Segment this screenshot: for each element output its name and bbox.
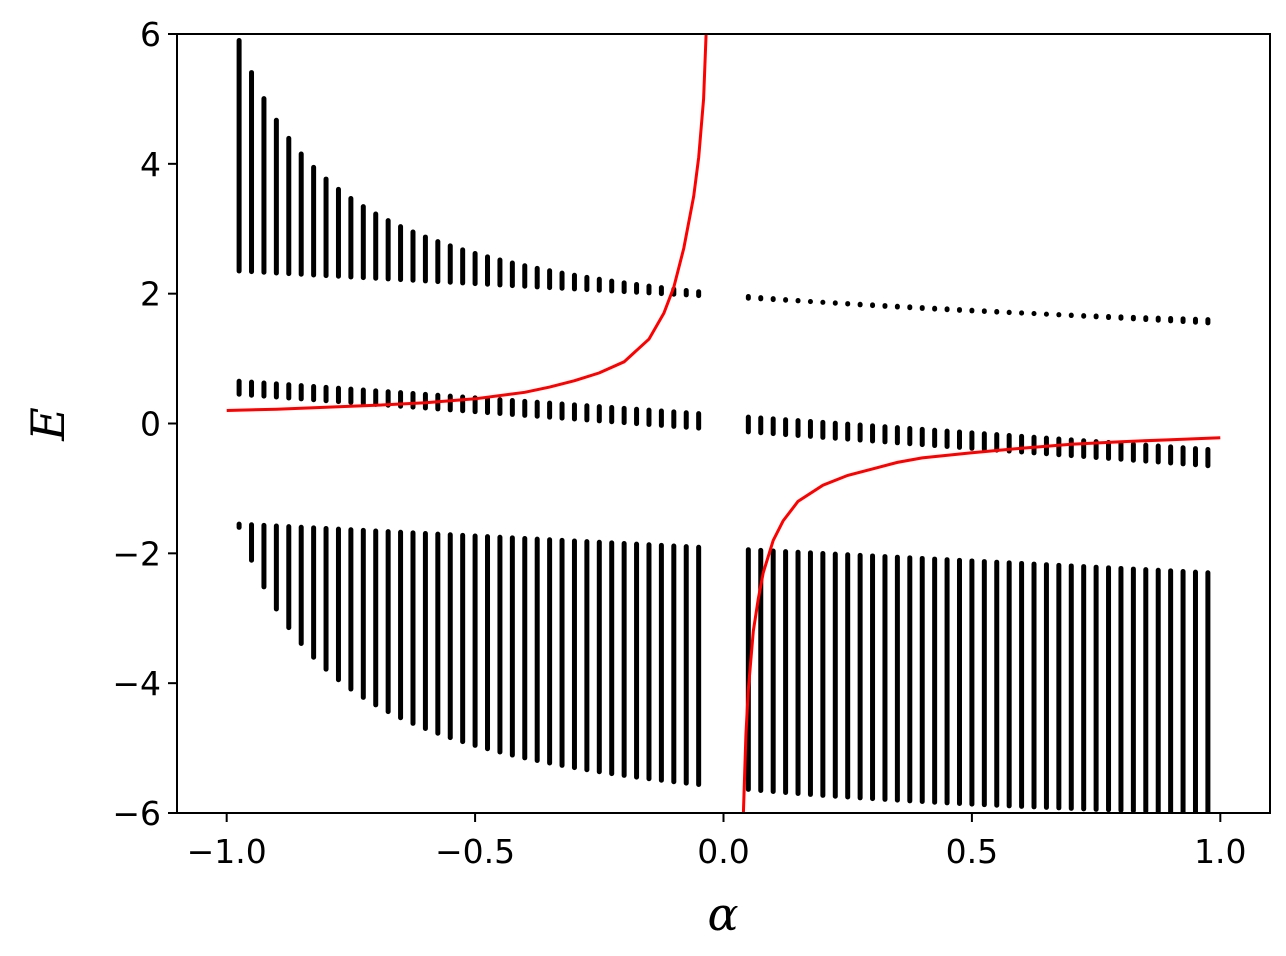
y-tick-label: 0: [140, 405, 161, 444]
red-curve-2: [741, 436, 1221, 813]
y-tick-label: 2: [140, 275, 161, 314]
y-tick-label: 4: [140, 145, 161, 184]
red-curve-1: [226, 34, 708, 412]
x-axis: −1.0 −0.5 0.0 0.5 1.0: [187, 813, 1247, 871]
y-tick-label: −6: [112, 794, 161, 833]
y-tick-label: −4: [112, 664, 161, 703]
y-axis-label: E: [21, 407, 75, 442]
x-tick-label: 0.5: [946, 832, 998, 871]
y-axis: −6 −4 −2 0 2 4 6: [112, 15, 177, 833]
y-tick-label: 6: [140, 15, 161, 54]
plot-area: [226, 34, 1221, 813]
x-tick-label: −1.0: [187, 832, 267, 871]
x-axis-label: α: [707, 887, 738, 941]
spectrum-bands: [236, 37, 1211, 813]
x-tick-label: 1.0: [1194, 832, 1246, 871]
x-tick-label: −0.5: [435, 832, 515, 871]
y-tick-label: −2: [112, 534, 161, 573]
x-tick-label: 0.0: [697, 832, 749, 871]
